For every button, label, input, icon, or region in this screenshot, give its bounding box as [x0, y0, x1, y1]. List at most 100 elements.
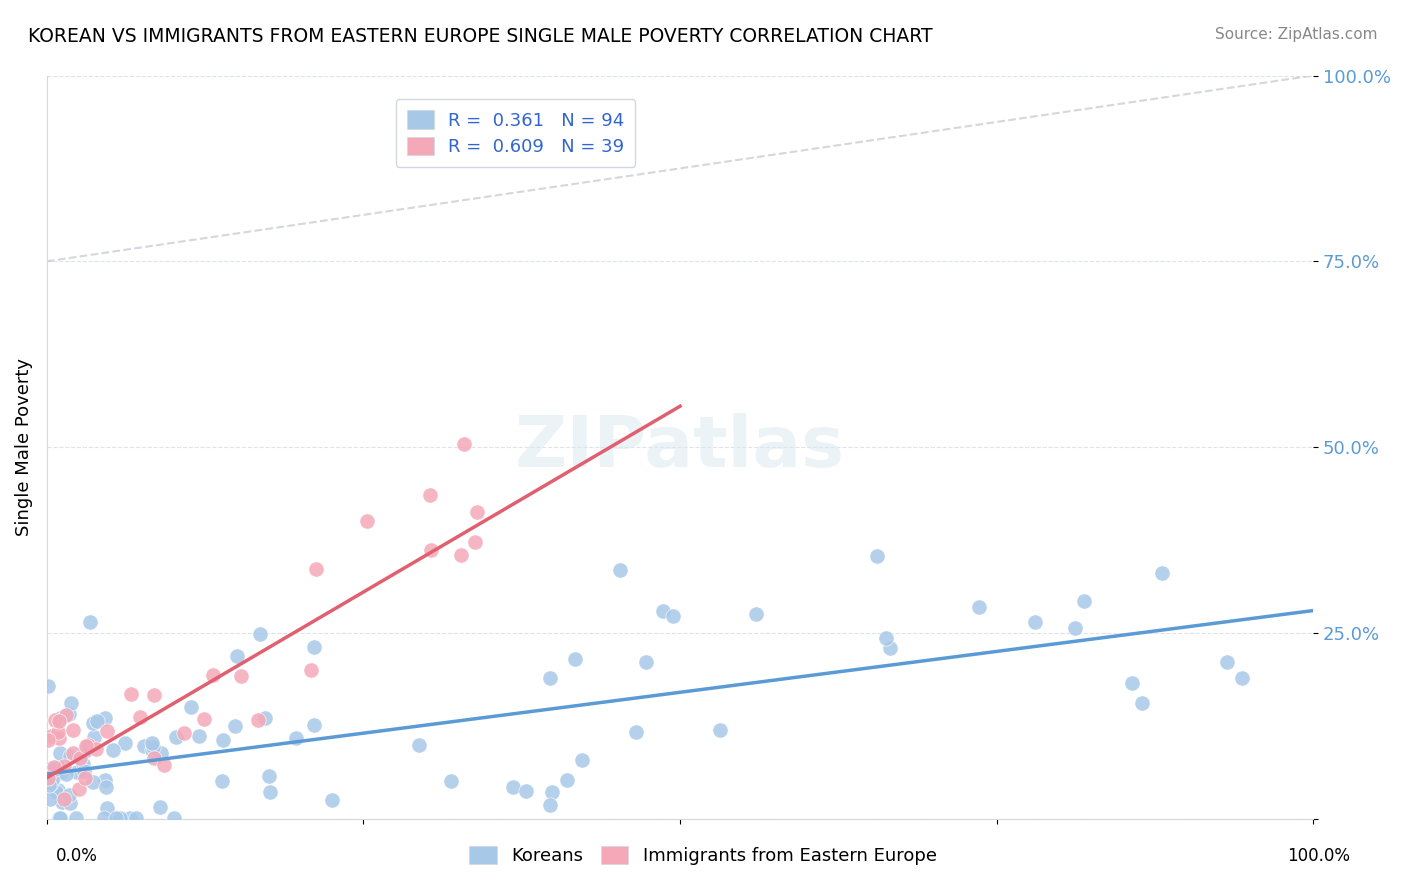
Point: [49, 764, 72, 779]
Point: [541, 785, 564, 799]
Point: [249, 627, 271, 641]
Point: [93, 711, 115, 725]
Point: [103, 743, 125, 757]
Point: [96, 724, 118, 739]
Point: [58, 706, 80, 721]
Point: [302, 640, 325, 655]
Point: [1024, 615, 1046, 629]
Y-axis label: Single Male Poverty: Single Male Poverty: [15, 358, 32, 536]
Point: [1215, 655, 1237, 669]
Point: [141, 736, 163, 750]
Point: [538, 797, 561, 812]
Point: [96, 801, 118, 815]
Point: [53, 792, 76, 806]
Point: [557, 772, 579, 787]
Point: [62, 723, 84, 738]
Point: [304, 717, 326, 731]
Point: [153, 758, 176, 772]
Point: [224, 719, 246, 733]
Text: Source: ZipAtlas.com: Source: ZipAtlas.com: [1215, 27, 1378, 42]
Point: [202, 668, 225, 682]
Point: [299, 663, 322, 677]
Point: [108, 811, 131, 825]
Point: [37, 733, 59, 747]
Point: [211, 774, 233, 789]
Point: [104, 811, 127, 825]
Point: [253, 711, 276, 725]
Point: [149, 800, 172, 814]
Point: [356, 515, 378, 529]
Point: [709, 723, 731, 737]
Point: [193, 712, 215, 726]
Point: [120, 688, 142, 702]
Point: [967, 599, 990, 614]
Point: [419, 488, 441, 502]
Point: [45, 785, 67, 799]
Point: [58, 788, 80, 802]
Point: [114, 736, 136, 750]
Point: [1130, 697, 1153, 711]
Point: [571, 753, 593, 767]
Legend: Koreans, Immigrants from Eastern Europe: Koreans, Immigrants from Eastern Europe: [460, 837, 946, 874]
Point: [149, 747, 172, 761]
Point: [226, 649, 249, 664]
Point: [38, 778, 60, 792]
Point: [48, 714, 70, 728]
Point: [37, 772, 59, 786]
Point: [120, 811, 142, 825]
Point: [76, 739, 98, 753]
Point: [72, 764, 94, 778]
Point: [464, 534, 486, 549]
Point: [93, 811, 115, 825]
Point: [86, 714, 108, 728]
Point: [39, 761, 62, 775]
Point: [53, 758, 76, 772]
Point: [142, 739, 165, 754]
Point: [46, 760, 69, 774]
Point: [408, 738, 430, 752]
Point: [564, 652, 586, 666]
Point: [55, 766, 77, 780]
Point: [745, 607, 768, 621]
Point: [875, 631, 897, 645]
Point: [48, 811, 70, 825]
Point: [55, 708, 77, 723]
Text: 0.0%: 0.0%: [56, 847, 98, 865]
Point: [59, 696, 82, 710]
Point: [321, 793, 343, 807]
Point: [143, 750, 166, 764]
Point: [75, 744, 97, 758]
Point: [39, 776, 62, 790]
Point: [46, 725, 69, 739]
Point: [48, 731, 70, 746]
Point: [65, 811, 87, 825]
Point: [515, 783, 537, 797]
Point: [165, 730, 187, 744]
Point: [59, 748, 82, 763]
Point: [38, 791, 60, 805]
Point: [257, 769, 280, 783]
Point: [259, 785, 281, 799]
Point: [502, 780, 524, 795]
Point: [94, 772, 117, 787]
Point: [84, 742, 107, 756]
Point: [94, 780, 117, 794]
Point: [73, 771, 96, 785]
Point: [49, 811, 72, 825]
Point: [65, 765, 87, 780]
Point: [51, 795, 73, 809]
Point: [538, 671, 561, 685]
Point: [67, 782, 90, 797]
Point: [634, 655, 657, 669]
Point: [48, 746, 70, 760]
Point: [79, 615, 101, 629]
Point: [44, 760, 66, 774]
Point: [305, 562, 328, 576]
Point: [212, 733, 235, 747]
Point: [609, 563, 631, 577]
Point: [42, 771, 65, 785]
Point: [651, 604, 673, 618]
Point: [879, 640, 901, 655]
Text: ZIPatlas: ZIPatlas: [515, 413, 845, 482]
Point: [59, 796, 82, 810]
